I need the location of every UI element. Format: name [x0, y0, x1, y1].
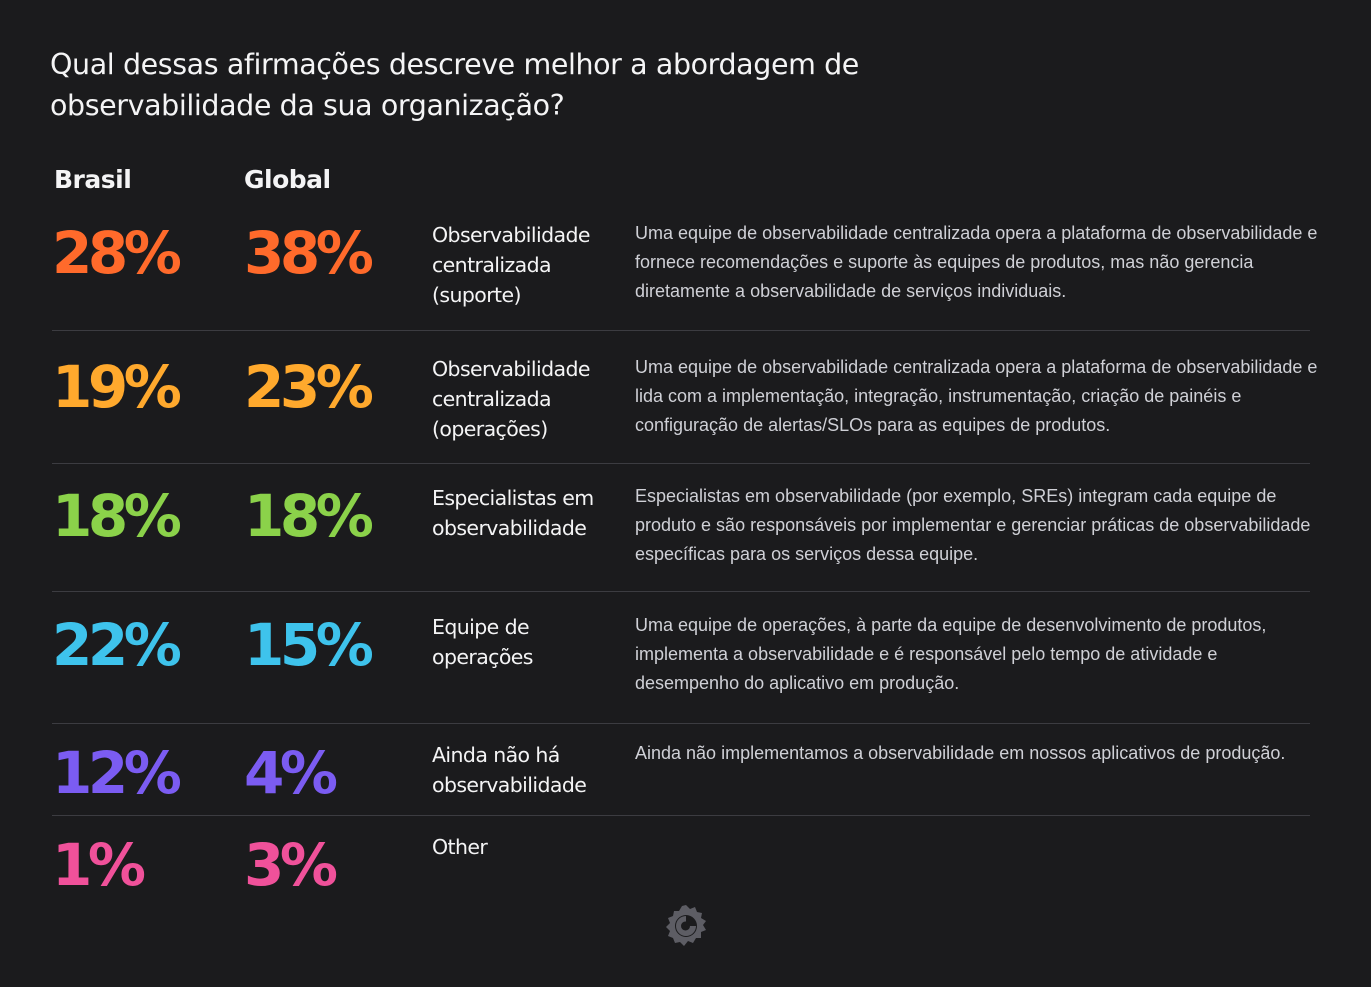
category-label: Observabilidade centralizada (operações) — [432, 357, 590, 441]
global-percentage: 15% — [244, 611, 374, 679]
row-divider — [52, 591, 1310, 592]
category-description: Ainda não implementamos a observabilidad… — [635, 743, 1286, 763]
category-label: Especialistas em observabilidade — [432, 486, 594, 540]
row-divider — [52, 330, 1310, 331]
brasil-percentage: 18% — [52, 482, 182, 550]
global-percentage: 38% — [244, 219, 374, 287]
brasil-percentage: 22% — [52, 611, 182, 679]
category-description: Uma equipe de operações, à parte da equi… — [635, 615, 1267, 693]
grafana-logo-icon — [666, 905, 706, 946]
brasil-percentage: 12% — [52, 739, 182, 807]
category-label: Equipe de operações — [432, 615, 533, 669]
global-percentage: 23% — [244, 353, 374, 421]
row-divider — [52, 815, 1310, 816]
category-label: Ainda não há observabilidade — [432, 743, 587, 797]
column-header-brasil: Brasil — [54, 165, 132, 194]
global-percentage: 18% — [244, 482, 374, 550]
brasil-percentage: 1% — [52, 831, 146, 899]
row-divider — [52, 463, 1310, 464]
brasil-percentage: 28% — [52, 219, 182, 287]
global-percentage: 4% — [244, 739, 338, 807]
category-label: Observabilidade centralizada (suporte) — [432, 223, 590, 307]
category-description: Uma equipe de observabilidade centraliza… — [635, 223, 1318, 301]
brasil-percentage: 19% — [52, 353, 182, 421]
row-divider — [52, 723, 1310, 724]
column-header-global: Global — [244, 165, 331, 194]
category-label: Other — [432, 835, 488, 859]
category-description: Uma equipe de observabilidade centraliza… — [635, 357, 1318, 435]
global-percentage: 3% — [244, 831, 338, 899]
chart-title: Qual dessas afirmações descreve melhor a… — [50, 48, 859, 122]
category-description: Especialistas em observabilidade (por ex… — [635, 486, 1311, 564]
